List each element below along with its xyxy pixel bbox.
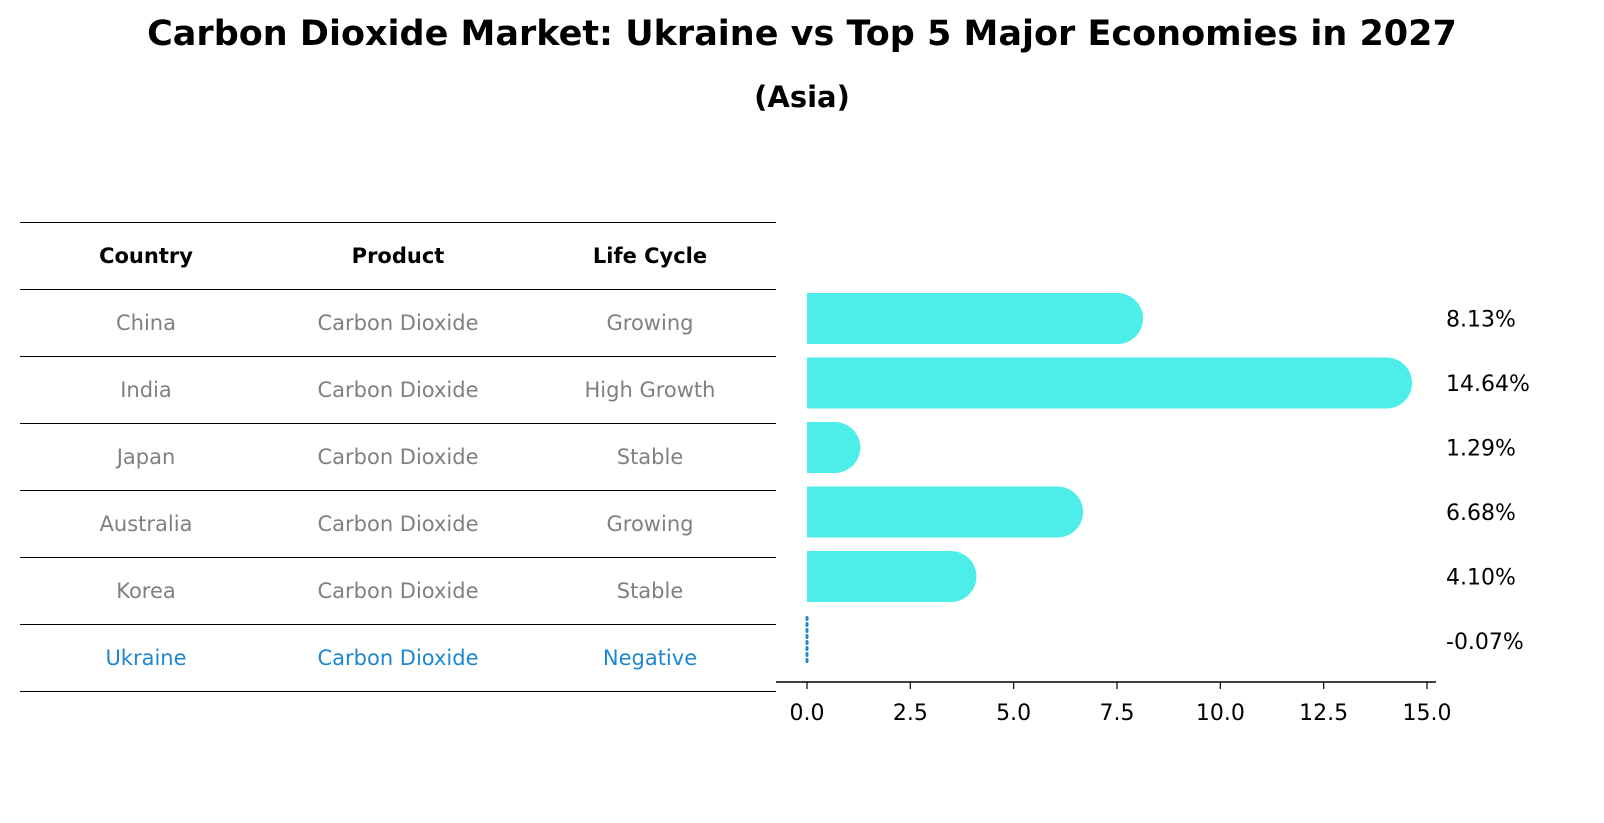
cell-country: India bbox=[20, 356, 272, 424]
table-row: India Carbon Dioxide High Growth bbox=[20, 356, 776, 424]
header-life-cycle: Life Cycle bbox=[524, 222, 776, 290]
cell-product: Carbon Dioxide bbox=[272, 423, 524, 491]
cell-life-cycle: High Growth bbox=[524, 356, 776, 424]
market-table: Country Product Life Cycle China Carbon … bbox=[20, 222, 776, 692]
cell-product: Carbon Dioxide bbox=[272, 490, 524, 558]
bar-australia bbox=[807, 486, 1084, 538]
cell-country: China bbox=[20, 289, 272, 357]
bar-india bbox=[807, 357, 1413, 409]
bar-japan bbox=[807, 422, 861, 473]
cell-product: Carbon Dioxide bbox=[272, 289, 524, 357]
table-row: Australia Carbon Dioxide Growing bbox=[20, 490, 776, 558]
table-row-highlight: Ukraine Carbon Dioxide Negative bbox=[20, 624, 776, 692]
value-label-japan: 1.29% bbox=[1446, 437, 1516, 462]
x-tick-label: 15.0 bbox=[1403, 701, 1452, 726]
cell-life-cycle: Growing bbox=[524, 289, 776, 357]
cell-product: Carbon Dioxide bbox=[272, 356, 524, 424]
x-tick-label: 7.5 bbox=[1100, 701, 1135, 726]
header-country: Country bbox=[20, 222, 272, 290]
x-tick-label: 2.5 bbox=[893, 701, 928, 726]
value-label-korea: 4.10% bbox=[1446, 566, 1516, 591]
value-label-india: 14.64% bbox=[1446, 372, 1530, 397]
cell-life-cycle: Negative bbox=[524, 624, 776, 692]
value-label-china: 8.13% bbox=[1446, 308, 1516, 333]
cell-life-cycle: Stable bbox=[524, 557, 776, 625]
cell-country: Korea bbox=[20, 557, 272, 625]
x-tick-label: 10.0 bbox=[1196, 701, 1245, 726]
x-tick-label: 5.0 bbox=[996, 701, 1031, 726]
table-row: Korea Carbon Dioxide Stable bbox=[20, 557, 776, 625]
cell-country: Japan bbox=[20, 423, 272, 491]
cell-country: Ukraine bbox=[20, 624, 272, 692]
x-tick-label: 12.5 bbox=[1299, 701, 1348, 726]
value-label-australia: 6.68% bbox=[1446, 501, 1516, 526]
chart-subtitle: (Asia) bbox=[754, 80, 850, 114]
cell-product: Carbon Dioxide bbox=[272, 557, 524, 625]
table-row: Japan Carbon Dioxide Stable bbox=[20, 423, 776, 491]
bar-korea bbox=[807, 551, 977, 602]
cell-country: Australia bbox=[20, 490, 272, 558]
value-label-ukraine: -0.07% bbox=[1446, 630, 1524, 655]
table-header-row: Country Product Life Cycle bbox=[20, 222, 776, 290]
table-row: China Carbon Dioxide Growing bbox=[20, 289, 776, 357]
cell-product: Carbon Dioxide bbox=[272, 624, 524, 692]
bar-chart: 8.13% 14.64% 1.29% 6.68% 4.10% -0.07% 0.0 2.5 5.… bbox=[776, 293, 1530, 726]
bar-china bbox=[807, 293, 1144, 344]
cell-life-cycle: Growing bbox=[524, 490, 776, 558]
cell-life-cycle: Stable bbox=[524, 423, 776, 491]
header-product: Product bbox=[272, 222, 524, 290]
x-tick-label: 0.0 bbox=[790, 701, 825, 726]
chart-title: Carbon Dioxide Market: Ukraine vs Top 5 … bbox=[147, 14, 1457, 54]
